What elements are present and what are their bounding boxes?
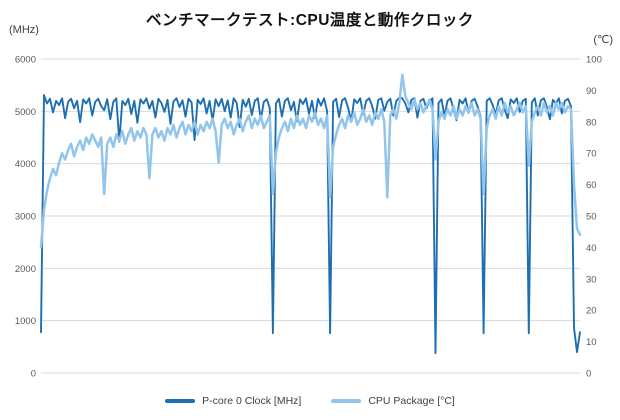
legend: P-core 0 Clock [MHz] CPU Package [°C] <box>0 395 620 407</box>
left-axis-tick-label: 3000 <box>15 212 36 223</box>
right-axis-tick-label: 50 <box>586 212 597 223</box>
left-axis-tick-label: 6000 <box>15 55 36 66</box>
temperature-series-label: CPU Package [°C] <box>368 395 455 407</box>
chart-title: ベンチマークテスト:CPU温度と動作クロック <box>146 12 474 29</box>
left-axis-tick-label: 2000 <box>15 264 36 275</box>
clock-series-swatch-icon <box>165 399 196 403</box>
left-axis-tick-label: 1000 <box>15 316 36 327</box>
right-axis-tick-label: 40 <box>586 243 597 254</box>
right-axis-tick-label: 10 <box>586 337 597 348</box>
right-axis-tick-label: 100 <box>586 55 602 66</box>
right-axis-tick-label: 20 <box>586 306 597 317</box>
temperature-series-swatch-icon <box>331 399 362 403</box>
legend-item-clock: P-core 0 Clock [MHz] <box>165 395 301 407</box>
temperature-series-line <box>39 73 582 249</box>
right-axis-tick-label: 80 <box>586 117 597 128</box>
left-axis-unit-label: (MHz) <box>9 24 39 36</box>
clock-series-label: P-core 0 Clock [MHz] <box>202 395 302 407</box>
legend-item-temperature: CPU Package [°C] <box>331 395 455 407</box>
clock-series-line <box>40 94 581 355</box>
right-axis-tick-label: 60 <box>586 180 597 191</box>
right-axis-unit-label: (℃) <box>593 34 613 46</box>
left-axis-tick-label: 0 <box>31 369 36 380</box>
right-axis-tick-label: 90 <box>586 86 597 97</box>
right-axis-tick-label: 70 <box>586 149 597 160</box>
left-axis-tick-label: 5000 <box>15 107 36 118</box>
right-axis-tick-label: 0 <box>586 369 591 380</box>
left-axis-tick-label: 4000 <box>15 159 36 170</box>
right-axis-tick-label: 30 <box>586 274 597 285</box>
